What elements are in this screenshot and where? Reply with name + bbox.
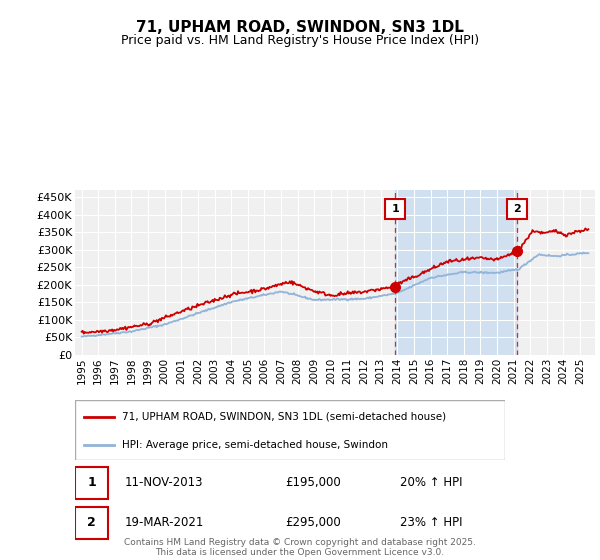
- Text: £295,000: £295,000: [285, 516, 341, 529]
- Text: £195,000: £195,000: [285, 476, 341, 489]
- Text: 2: 2: [514, 204, 521, 214]
- FancyBboxPatch shape: [75, 466, 107, 498]
- FancyBboxPatch shape: [75, 507, 107, 539]
- Text: 11-NOV-2013: 11-NOV-2013: [125, 476, 203, 489]
- Text: 1: 1: [87, 476, 96, 489]
- Bar: [395, 190, 517, 355]
- Text: 71, UPHAM ROAD, SWINDON, SN3 1DL (semi-detached house): 71, UPHAM ROAD, SWINDON, SN3 1DL (semi-d…: [122, 412, 446, 422]
- Text: Contains HM Land Registry data © Crown copyright and database right 2025.
This d: Contains HM Land Registry data © Crown c…: [124, 538, 476, 557]
- Text: 19-MAR-2021: 19-MAR-2021: [125, 516, 205, 529]
- Text: 23% ↑ HPI: 23% ↑ HPI: [400, 516, 463, 529]
- Text: 1: 1: [391, 204, 399, 214]
- Text: 2: 2: [87, 516, 96, 529]
- Text: Price paid vs. HM Land Registry's House Price Index (HPI): Price paid vs. HM Land Registry's House …: [121, 34, 479, 46]
- FancyBboxPatch shape: [75, 400, 505, 460]
- Text: HPI: Average price, semi-detached house, Swindon: HPI: Average price, semi-detached house,…: [122, 440, 388, 450]
- Text: 71, UPHAM ROAD, SWINDON, SN3 1DL: 71, UPHAM ROAD, SWINDON, SN3 1DL: [136, 20, 464, 35]
- Text: 20% ↑ HPI: 20% ↑ HPI: [400, 476, 463, 489]
